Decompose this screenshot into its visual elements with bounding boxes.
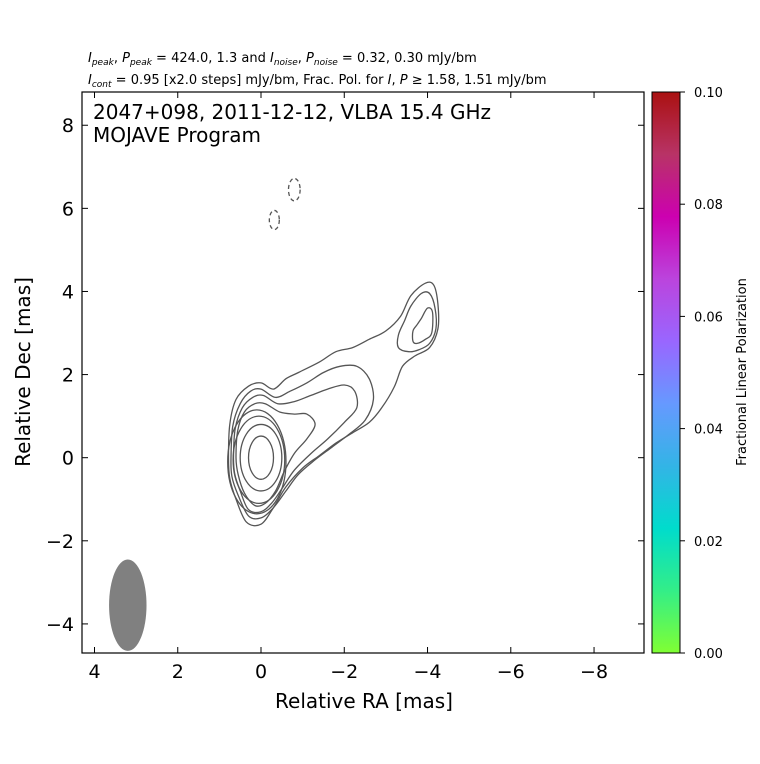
plot-area [109, 177, 440, 651]
x-tick-label: −4 [414, 661, 442, 683]
core-contour-0 [247, 435, 275, 480]
y-tick-label: 0 [62, 448, 74, 470]
y-tick-label: 4 [62, 281, 74, 303]
jet-contour-3 [235, 402, 316, 507]
x-tick-label: −6 [497, 661, 525, 683]
beam-ellipse [109, 559, 147, 651]
colorbar-tick-label: 0.00 [694, 647, 723, 662]
header-line-1: Ipeak, Ppeak = 424.0, 1.3 and Inoise, Pn… [88, 51, 477, 68]
colorbar-tick-label: 0.10 [694, 86, 723, 101]
core-contour-1 [239, 423, 283, 492]
jet-contour-1 [230, 364, 375, 520]
y-tick-label: −2 [46, 531, 74, 553]
colorbar-tick-label: 0.06 [694, 310, 723, 325]
header-line-2: Icont = 0.95 [x2.0 steps] mJy/bm, Frac. … [88, 73, 547, 90]
chart-subtitle: MOJAVE Program [93, 123, 261, 147]
x-tick-label: 4 [88, 661, 100, 683]
colorbar-tick-label: 0.02 [694, 535, 723, 550]
chart-title: 2047+098, 2011-12-12, VLBA 15.4 GHz [93, 100, 491, 124]
jet-contour-4 [411, 307, 434, 345]
colorbar-tick-label: 0.04 [694, 423, 723, 438]
colorbar-ticks: 0.00 0.02 0.04 0.06 0.08 0.10 [680, 86, 723, 662]
negative-contour-0 [287, 177, 301, 202]
y-tick-label: −4 [46, 614, 74, 636]
colorbar-label: Fractional Linear Polarization [735, 278, 750, 466]
x-tick-label: −8 [580, 661, 608, 683]
contour-layer [227, 177, 440, 527]
plot-frame [81, 91, 645, 654]
jet-contour-0 [227, 281, 440, 527]
x-tick-label: 2 [172, 661, 184, 683]
x-axis-label: Relative RA [mas] [275, 689, 453, 713]
y-ticks: −4 −2 0 2 4 6 8 [46, 115, 644, 636]
y-tick-label: 8 [62, 115, 74, 137]
x-tick-label: 0 [255, 661, 267, 683]
y-tick-label: 2 [62, 365, 74, 387]
x-tick-label: −2 [330, 661, 358, 683]
colorbar-tick-label: 0.08 [694, 198, 723, 213]
beam-layer [109, 559, 147, 651]
x-ticks: 4 2 0 −2 −4 −6 −8 [88, 92, 608, 683]
jet-contour-5 [396, 291, 437, 353]
colorbar [651, 91, 681, 654]
core-contour-3 [227, 409, 287, 515]
y-axis-label: Relative Dec [mas] [11, 277, 35, 467]
jet-contour-2 [232, 384, 359, 514]
negative-contour-1 [268, 209, 280, 231]
y-tick-label: 6 [62, 198, 74, 220]
